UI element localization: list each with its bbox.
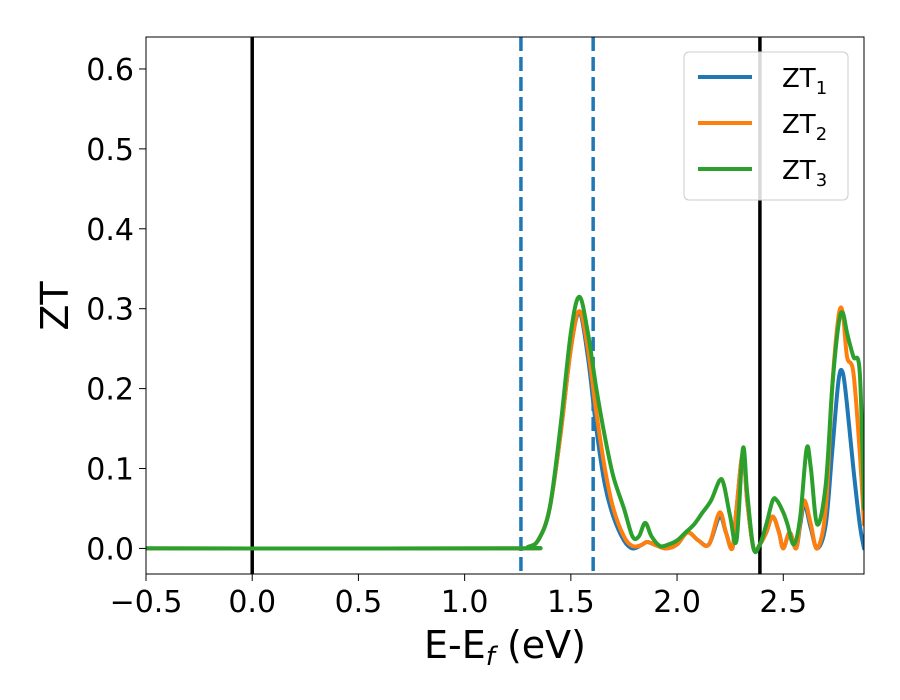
y-tick-label: 0.6 [86,53,134,88]
y-tick-label: 0.4 [86,213,134,248]
x-tick-label: 1.0 [441,585,489,620]
legend-box [683,51,849,201]
x-tick-label: 2.0 [653,585,701,620]
x-tick-label: 2.5 [759,585,807,620]
series-line-2 [146,305,864,554]
x-axis: −0.5 0.0 0.5 1.0 1.5 2.0 2.5 [110,574,807,620]
legend-label-3: ZT3 [782,156,827,191]
series-line-3 [146,294,864,555]
series-lines [146,294,864,555]
y-axis: 0.0 0.1 0.2 0.3 0.4 0.5 0.6 [86,53,146,567]
plot-area-frame [145,36,865,575]
x-axis-title: E-Ef (eV) [424,623,586,672]
y-tick-label: 0.2 [86,373,134,408]
x-tick-label: 1.5 [547,585,595,620]
y-tick-label: 0.5 [86,133,134,168]
y-tick-label: 0.0 [86,532,134,567]
x-tick-label: −0.5 [110,585,183,620]
y-axis-title: ZT [33,281,77,331]
legend-label-2: ZT2 [782,110,827,145]
legend: ZT1 ZT2 ZT3 [683,51,849,201]
y-tick-label: 0.3 [86,293,134,328]
x-tick-label: 0.5 [335,585,383,620]
legend-label-1: ZT1 [782,64,827,99]
x-tick-label: 0.0 [228,585,276,620]
y-tick-label: 0.1 [86,453,134,488]
